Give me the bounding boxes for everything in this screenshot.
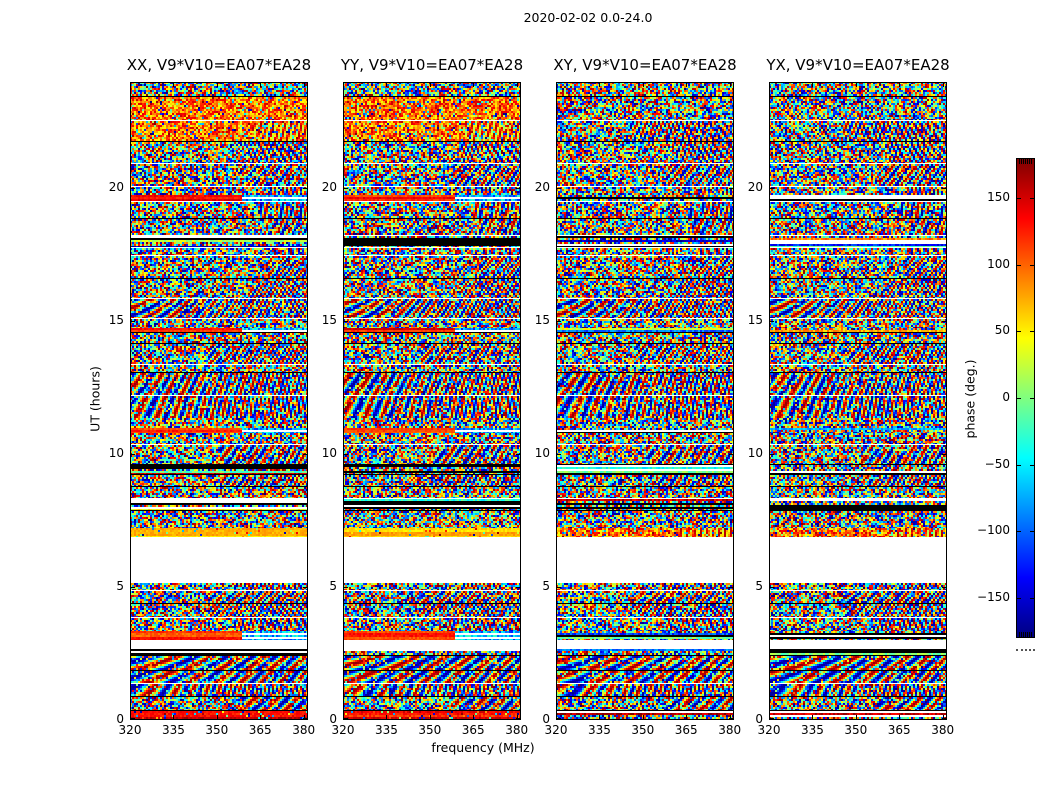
y-tick-label: 5 [329, 579, 337, 593]
y-tick-label: 0 [329, 712, 337, 726]
y-tick-label: 15 [108, 313, 124, 327]
y-tick-label: 20 [108, 180, 124, 194]
heatmap-yx [769, 82, 947, 720]
x-tick-label: 365 [887, 723, 911, 737]
panel-title-yy: YY, V9*V10=EA07*EA28 [340, 56, 524, 74]
x-tick-label: 365 [674, 723, 698, 737]
x-tick-label: 335 [374, 723, 398, 737]
colorbar-tick-label: −100 [977, 523, 1010, 538]
y-tick-label: 10 [321, 446, 337, 460]
panel-title-xx: XX, V9*V10=EA07*EA28 [126, 56, 312, 74]
y-tick-label: 10 [747, 446, 763, 460]
heatmap-xx [130, 82, 308, 720]
y-axis-label: UT (hours) [87, 366, 103, 432]
x-tick-label: 335 [161, 723, 185, 737]
y-tick-label: 20 [321, 180, 337, 194]
x-tick-label: 380 [718, 723, 742, 737]
x-tick-label: 335 [587, 723, 611, 737]
colorbar-tick-label: 0 [1002, 390, 1010, 404]
x-tick-label: 350 [631, 723, 655, 737]
heatmap-xy [556, 82, 734, 720]
x-tick-label: 350 [205, 723, 229, 737]
colorbar-tick-label: 100 [987, 256, 1010, 271]
x-tick-label: 320 [118, 723, 142, 737]
x-tick-label: 380 [292, 723, 316, 737]
colorbar-tick-label: 150 [987, 190, 1010, 204]
panel-title-xy: XY, V9*V10=EA07*EA28 [553, 56, 737, 74]
y-tick-label: 10 [108, 446, 124, 460]
y-tick-label: 10 [534, 446, 550, 460]
x-tick-label: 320 [544, 723, 568, 737]
colorbar-gradient [1016, 158, 1035, 638]
heatmap-yy [343, 82, 521, 720]
y-tick-label: 20 [534, 180, 550, 194]
x-tick-label: 320 [757, 723, 781, 737]
x-tick-label: 335 [800, 723, 824, 737]
y-tick-label: 0 [116, 712, 124, 726]
y-tick-label: 15 [534, 313, 550, 327]
y-tick-label: 15 [321, 313, 337, 327]
x-tick-label: 380 [931, 723, 955, 737]
x-tick-label: 365 [248, 723, 272, 737]
x-axis-label: frequency (MHz) [431, 740, 535, 755]
figure-title: 2020-02-02 0.0-24.0 [523, 10, 653, 25]
colorbar-underflow-dots [1016, 649, 1035, 651]
y-tick-label: 20 [747, 180, 763, 194]
colorbar-tick-label: −50 [984, 456, 1010, 471]
y-tick-label: 5 [542, 579, 550, 593]
y-tick-label: 5 [116, 579, 124, 593]
y-tick-label: 15 [747, 313, 763, 327]
x-tick-label: 365 [461, 723, 485, 737]
y-tick-label: 0 [542, 712, 550, 726]
colorbar-label: phase (deg.) [962, 359, 978, 439]
y-tick-label: 5 [755, 579, 763, 593]
x-tick-label: 350 [844, 723, 868, 737]
x-tick-label: 320 [331, 723, 355, 737]
panel-title-yx: YX, V9*V10=EA07*EA28 [766, 56, 950, 74]
x-tick-label: 380 [505, 723, 529, 737]
colorbar-tick-label: 50 [994, 323, 1010, 338]
y-tick-label: 0 [755, 712, 763, 726]
x-tick-label: 350 [418, 723, 442, 737]
colorbar-tick-label: −150 [977, 590, 1010, 604]
